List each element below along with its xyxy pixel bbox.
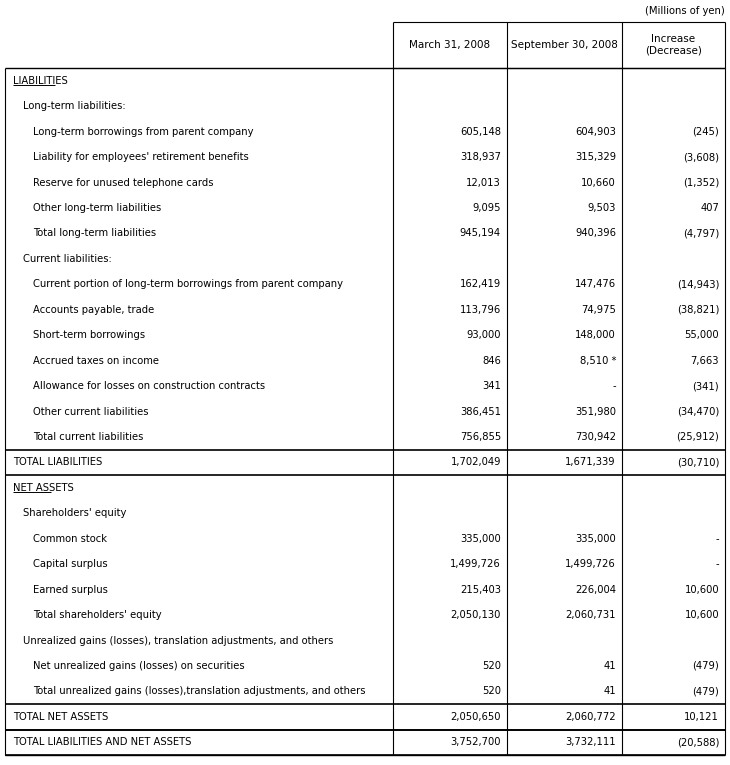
Text: (25,912): (25,912) [676,432,719,442]
Text: 8,510 *: 8,510 * [580,356,616,366]
Text: 520: 520 [482,686,501,696]
Text: Unrealized gains (losses), translation adjustments, and others: Unrealized gains (losses), translation a… [23,636,334,646]
Text: 756,855: 756,855 [460,432,501,442]
Text: Short-term borrowings: Short-term borrowings [33,330,145,340]
Text: March 31, 2008: March 31, 2008 [410,40,491,50]
Text: 10,600: 10,600 [685,584,719,594]
Text: Current portion of long-term borrowings from parent company: Current portion of long-term borrowings … [33,279,343,289]
Text: Accounts payable, trade: Accounts payable, trade [33,304,154,314]
Text: Allowance for losses on construction contracts: Allowance for losses on construction con… [33,381,265,391]
Text: Other current liabilities: Other current liabilities [33,406,148,416]
Text: 55,000: 55,000 [685,330,719,340]
Text: (3,608): (3,608) [683,152,719,162]
Text: 341: 341 [482,381,501,391]
Text: (34,470): (34,470) [677,406,719,416]
Text: 318,937: 318,937 [460,152,501,162]
Text: 10,600: 10,600 [685,610,719,620]
Text: LIABILITIES: LIABILITIES [13,76,68,86]
Text: (38,821): (38,821) [677,304,719,314]
Text: 12,013: 12,013 [466,177,501,187]
Text: 940,396: 940,396 [575,229,616,239]
Text: (4,797): (4,797) [683,229,719,239]
Text: 148,000: 148,000 [575,330,616,340]
Text: TOTAL LIABILITIES AND NET ASSETS: TOTAL LIABILITIES AND NET ASSETS [13,737,191,747]
Text: 10,660: 10,660 [581,177,616,187]
Text: TOTAL LIABILITIES: TOTAL LIABILITIES [13,457,102,467]
Text: Liability for employees' retirement benefits: Liability for employees' retirement bene… [33,152,249,162]
Text: 2,060,772: 2,060,772 [565,712,616,722]
Text: (30,710): (30,710) [677,457,719,467]
Text: 10,121: 10,121 [684,712,719,722]
Text: 604,903: 604,903 [575,127,616,137]
Text: Total long-term liabilities: Total long-term liabilities [33,229,156,239]
Text: 1,671,339: 1,671,339 [565,457,616,467]
Text: TOTAL NET ASSETS: TOTAL NET ASSETS [13,712,108,722]
Text: 7,663: 7,663 [691,356,719,366]
Text: 2,050,650: 2,050,650 [450,712,501,722]
Text: Current liabilities:: Current liabilities: [23,254,112,264]
Text: Net unrealized gains (losses) on securities: Net unrealized gains (losses) on securit… [33,661,245,671]
Text: Increase
(Decrease): Increase (Decrease) [645,34,702,56]
Text: 335,000: 335,000 [575,534,616,544]
Text: 9,503: 9,503 [588,203,616,213]
Text: Other long-term liabilities: Other long-term liabilities [33,203,161,213]
Text: 846: 846 [482,356,501,366]
Text: Shareholders' equity: Shareholders' equity [23,508,126,518]
Text: Capital surplus: Capital surplus [33,559,107,569]
Text: 520: 520 [482,661,501,671]
Text: 1,702,049: 1,702,049 [450,457,501,467]
Text: 113,796: 113,796 [460,304,501,314]
Text: 215,403: 215,403 [460,584,501,594]
Text: 315,329: 315,329 [575,152,616,162]
Text: Total shareholders' equity: Total shareholders' equity [33,610,161,620]
Text: 2,050,130: 2,050,130 [450,610,501,620]
Text: Reserve for unused telephone cards: Reserve for unused telephone cards [33,177,213,187]
Text: Common stock: Common stock [33,534,107,544]
Text: 407: 407 [700,203,719,213]
Text: 74,975: 74,975 [581,304,616,314]
Text: Total unrealized gains (losses),translation adjustments, and others: Total unrealized gains (losses),translat… [33,686,366,696]
Text: 605,148: 605,148 [460,127,501,137]
Text: (20,588): (20,588) [677,737,719,747]
Text: 386,451: 386,451 [460,406,501,416]
Text: 1,499,726: 1,499,726 [565,559,616,569]
Text: 3,732,111: 3,732,111 [565,737,616,747]
Text: Long-term liabilities:: Long-term liabilities: [23,101,126,111]
Text: 2,060,731: 2,060,731 [566,610,616,620]
Text: 9,095: 9,095 [472,203,501,213]
Text: 41: 41 [604,686,616,696]
Text: -: - [715,534,719,544]
Text: (341): (341) [692,381,719,391]
Text: -: - [612,381,616,391]
Text: (Millions of yen): (Millions of yen) [645,6,725,16]
Text: (479): (479) [692,661,719,671]
Text: Earned surplus: Earned surplus [33,584,108,594]
Text: 41: 41 [604,661,616,671]
Text: 335,000: 335,000 [460,534,501,544]
Text: -: - [715,559,719,569]
Text: Total current liabilities: Total current liabilities [33,432,143,442]
Text: Long-term borrowings from parent company: Long-term borrowings from parent company [33,127,253,137]
Text: 147,476: 147,476 [575,279,616,289]
Text: 351,980: 351,980 [575,406,616,416]
Text: 226,004: 226,004 [575,584,616,594]
Text: 3,752,700: 3,752,700 [450,737,501,747]
Text: (479): (479) [692,686,719,696]
Text: NET ASSETS: NET ASSETS [13,483,74,493]
Text: September 30, 2008: September 30, 2008 [511,40,618,50]
Text: 93,000: 93,000 [466,330,501,340]
Text: 1,499,726: 1,499,726 [450,559,501,569]
Text: (14,943): (14,943) [677,279,719,289]
Text: Accrued taxes on income: Accrued taxes on income [33,356,159,366]
Text: 945,194: 945,194 [460,229,501,239]
Text: (1,352): (1,352) [683,177,719,187]
Text: (245): (245) [692,127,719,137]
Text: 730,942: 730,942 [575,432,616,442]
Text: 162,419: 162,419 [460,279,501,289]
